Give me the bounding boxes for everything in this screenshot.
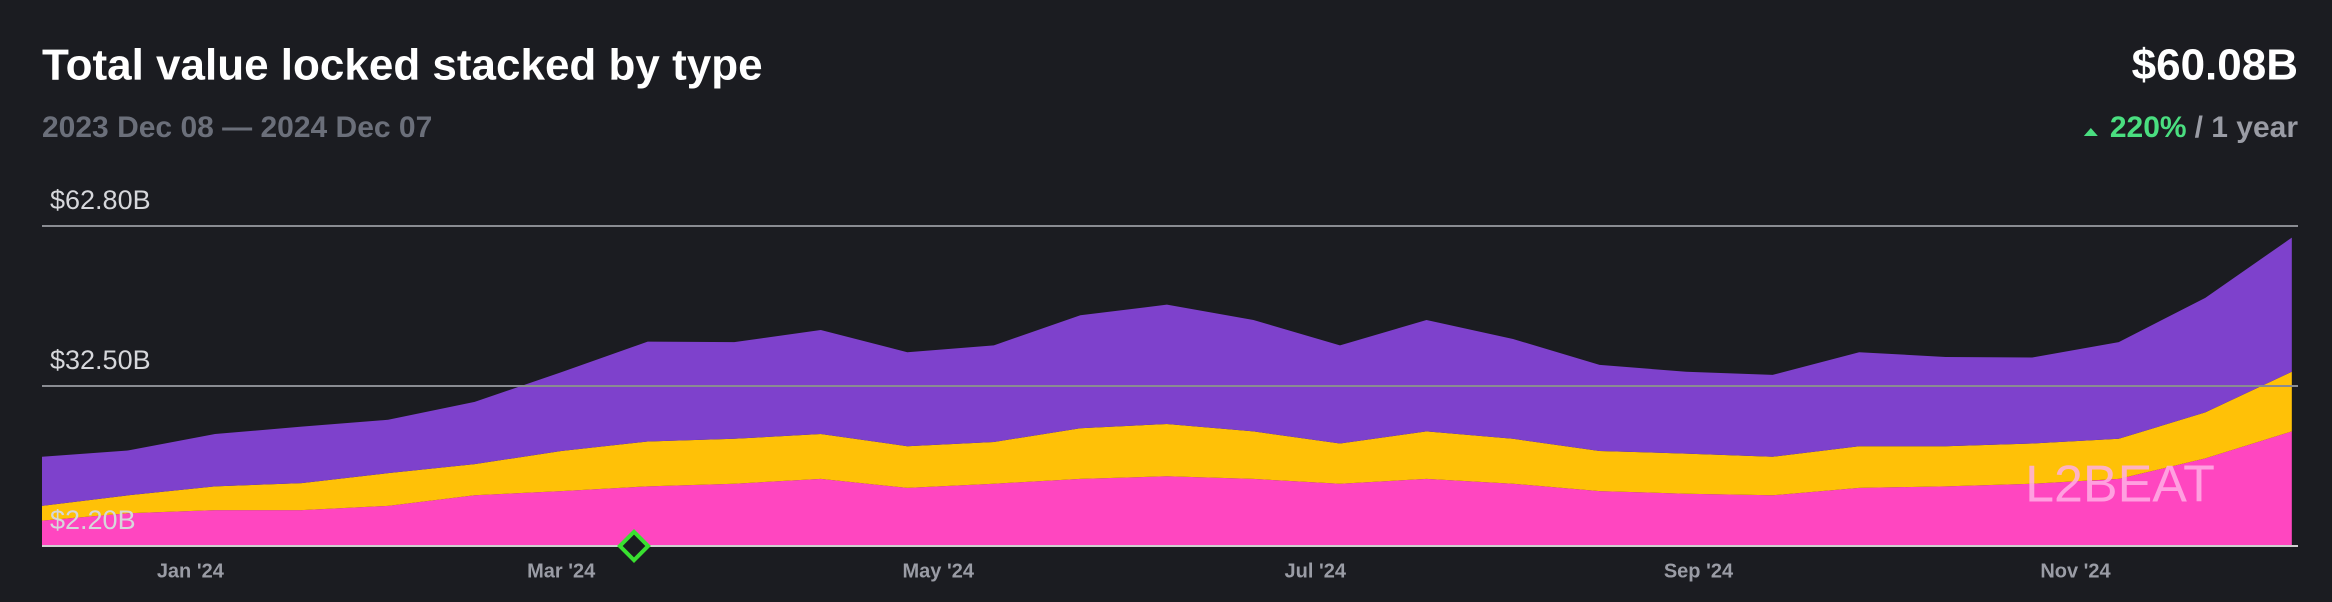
x-tick-label: Mar '24 — [527, 560, 596, 582]
area — [42, 431, 2292, 546]
event-marker — [617, 529, 651, 563]
total-value: $60.08B — [2132, 41, 2298, 90]
area — [42, 371, 2292, 521]
chart-subtitle: 2023 Dec 08 — 2024 Dec 07 — [42, 111, 432, 144]
change-arrow — [2083, 128, 2098, 136]
change-line: 220%/ 1 year — [2110, 111, 2298, 144]
watermark: L2BEAT — [2025, 456, 2215, 514]
axes: $2.20B $32.50B $62.80B Jan '24 Mar '24 May '2… — [42, 185, 2298, 582]
area — [42, 237, 2292, 506]
x-tick-label: Jul '24 — [1285, 560, 1347, 582]
x-tick-label: Jan '24 — [157, 560, 225, 582]
areas — [42, 237, 2292, 546]
x-tick-label: Nov '24 — [2040, 560, 2111, 582]
chart-title: Total value locked stacked by type — [42, 41, 763, 90]
y-tick-label: $2.20B — [50, 505, 136, 535]
y-tick-label: $32.50B — [50, 345, 151, 375]
change-period: / 1 year — [2195, 111, 2299, 144]
x-tick-label: Sep '24 — [1664, 560, 1734, 582]
x-tick-label: May '24 — [902, 560, 974, 582]
change-percent: 220% — [2110, 111, 2187, 144]
y-tick-label: $62.80B — [50, 185, 151, 215]
